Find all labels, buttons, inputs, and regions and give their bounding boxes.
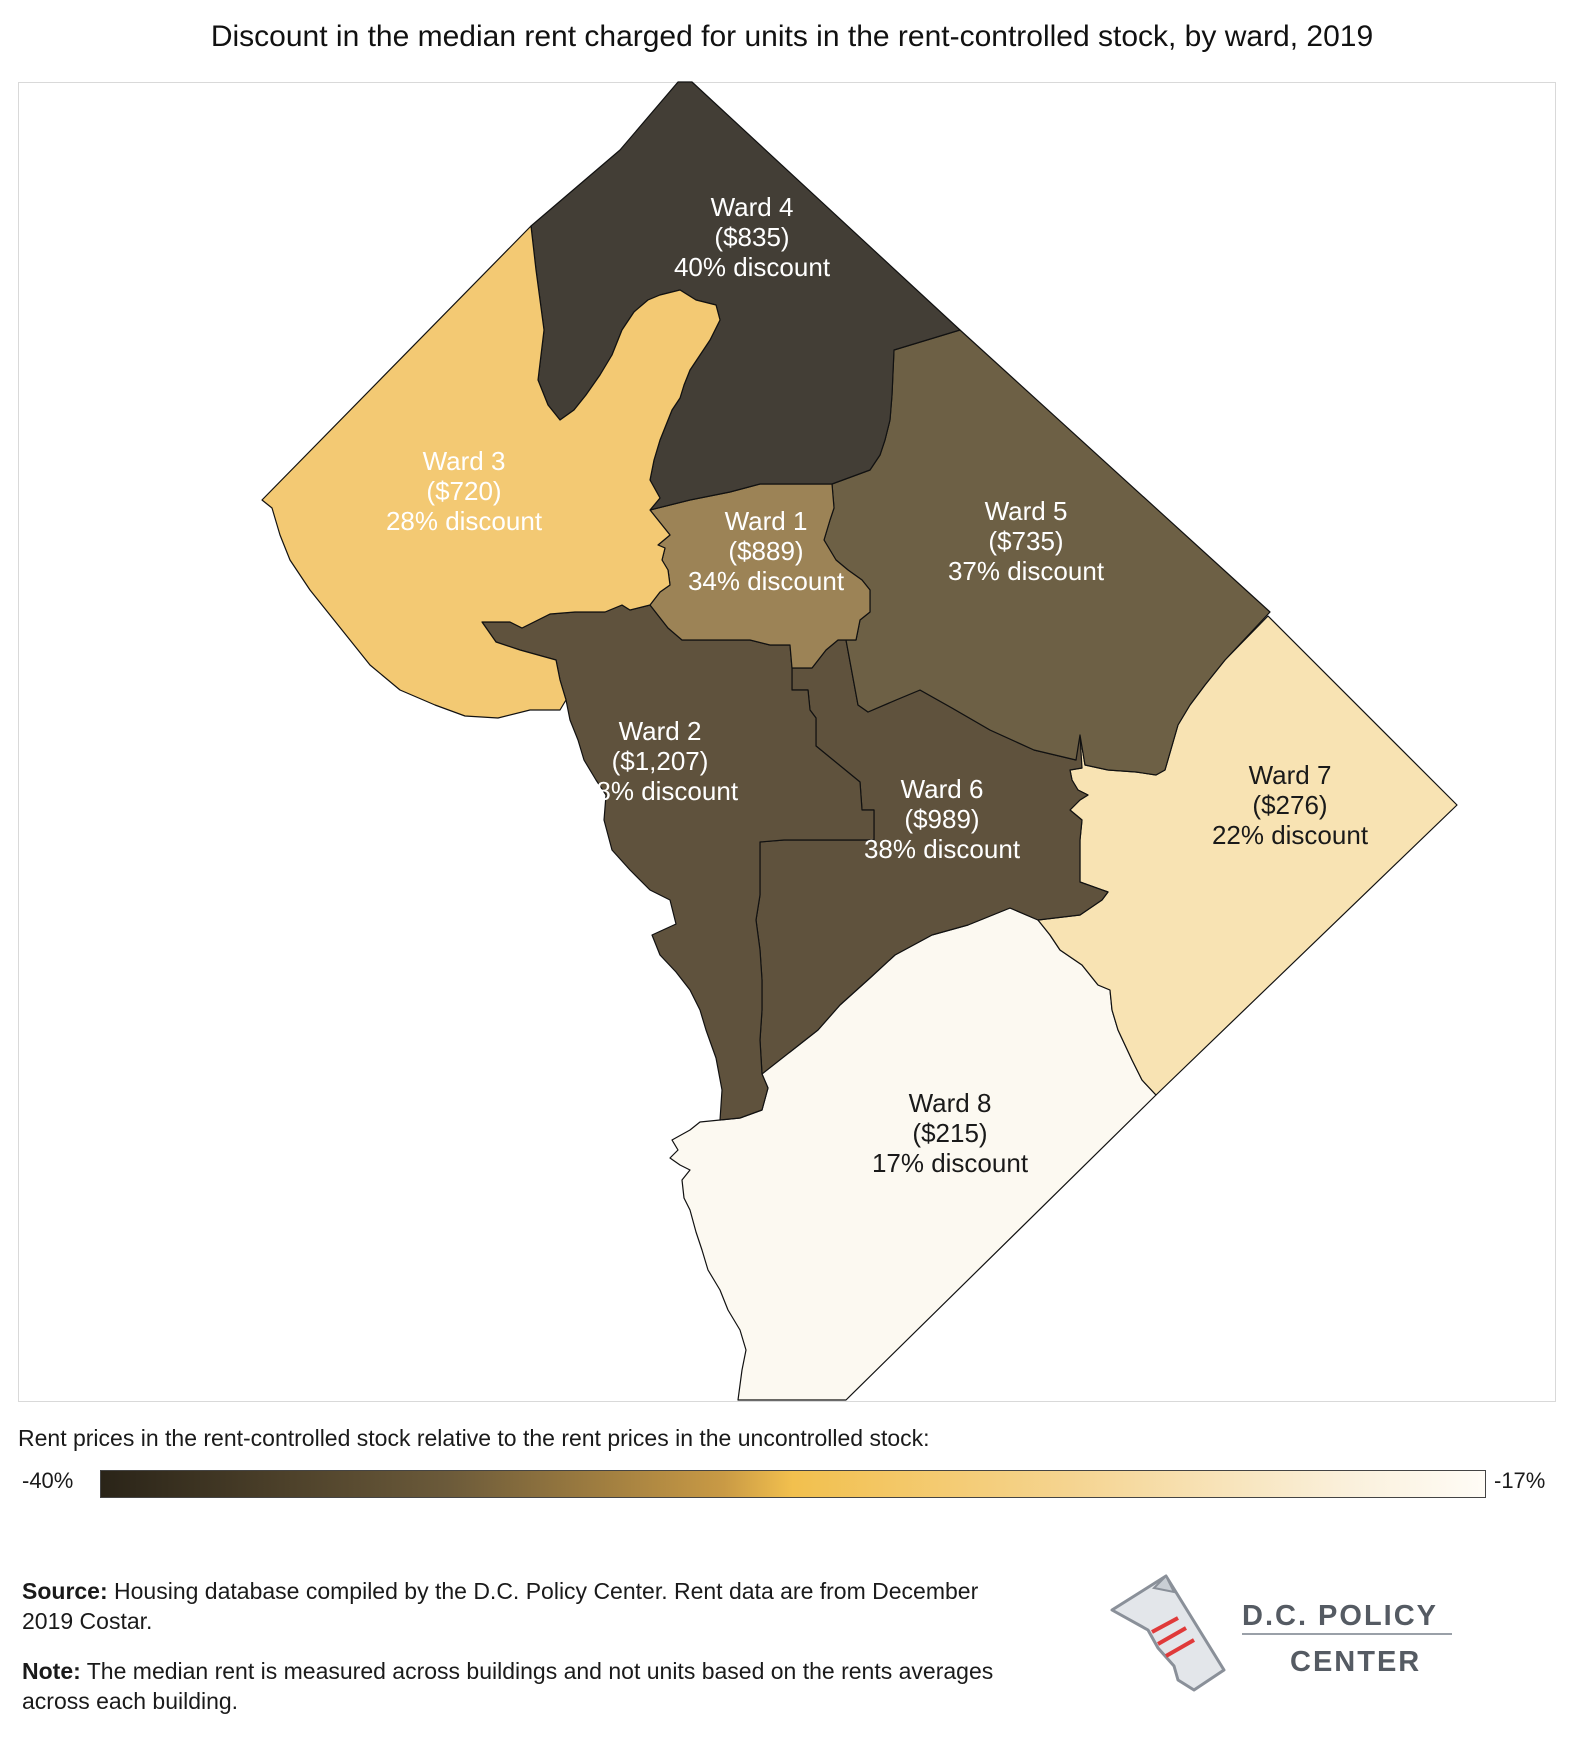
source-label: Source: [22, 1578, 108, 1604]
ward-4-discount: 40% discount [674, 252, 831, 282]
ward-1-discount: 34% discount [688, 566, 845, 596]
ward-6-rent: ($989) [904, 804, 979, 834]
ward-5-discount: 37% discount [948, 556, 1105, 586]
ward-7-label: Ward 7 ($276) 22% discount [1212, 760, 1369, 850]
legend-min-label: -40% [22, 1468, 74, 1493]
ward-3-rent: ($720) [426, 476, 501, 506]
ward-4-name: Ward 4 [711, 192, 794, 222]
ward-2-rent: ($1,207) [612, 746, 709, 776]
note-text: The median rent is measured across build… [22, 1658, 994, 1714]
page-title: Discount in the median rent charged for … [210, 20, 1374, 53]
ward-3-discount: 28% discount [386, 506, 543, 536]
ward-1-rent: ($889) [728, 536, 803, 566]
ward-8-label: Ward 8 ($215) 17% discount [872, 1088, 1029, 1178]
ward-8-discount: 17% discount [872, 1148, 1029, 1178]
ward-2-name: Ward 2 [619, 716, 702, 746]
ward-8-name: Ward 8 [909, 1088, 992, 1118]
ward-label-group: Ward 4 ($835) 40% discount Ward 3 ($720) 28%… [386, 192, 1369, 1178]
document-icon [1110, 1574, 1226, 1692]
ward-5-rent: ($735) [988, 526, 1063, 556]
ward-2-label: Ward 2 ($1,207) 38% discount [582, 716, 739, 806]
ward-1-label: Ward 1 ($889) 34% discount [688, 506, 845, 596]
legend-title: Rent prices in the rent-controlled stock… [18, 1425, 930, 1451]
ward-6-label: Ward 6 ($989) 38% discount [864, 774, 1021, 864]
map-frame [18, 82, 1556, 1402]
ward-6-discount: 38% discount [864, 834, 1021, 864]
ward-7-name: Ward 7 [1249, 760, 1332, 790]
source-text: Housing database compiled by the D.C. Po… [22, 1578, 979, 1634]
ward-8-rent: ($215) [912, 1118, 987, 1148]
ward-1-name: Ward 1 [725, 506, 808, 536]
ward-3-label: Ward 3 ($720) 28% discount [386, 446, 543, 536]
legend-max-label: -17% [1494, 1468, 1546, 1493]
dc-policy-center-logo [1110, 1574, 1452, 1692]
ward-4-rent: ($835) [714, 222, 789, 252]
logo-text-line2: CENTER [1290, 1646, 1422, 1678]
ward-3-region[interactable] [261, 225, 721, 719]
note-text-block: Note: The median rent is measured across… [22, 1656, 1002, 1716]
note-label: Note: [22, 1658, 81, 1684]
ward-3-name: Ward 3 [423, 446, 506, 476]
ward-2-discount: 38% discount [582, 776, 739, 806]
legend-color-ramp [100, 1470, 1486, 1498]
ward-7-rent: ($276) [1252, 790, 1327, 820]
logo-text-line1: D.C. POLICY [1242, 1600, 1439, 1632]
ward-4-label: Ward 4 ($835) 40% discount [674, 192, 831, 282]
ward-5-label: Ward 5 ($735) 37% discount [948, 496, 1105, 586]
ward-6-name: Ward 6 [901, 774, 984, 804]
ward-5-name: Ward 5 [985, 496, 1068, 526]
ward-7-discount: 22% discount [1212, 820, 1369, 850]
source-note: Source: Housing database compiled by the… [22, 1576, 1002, 1636]
